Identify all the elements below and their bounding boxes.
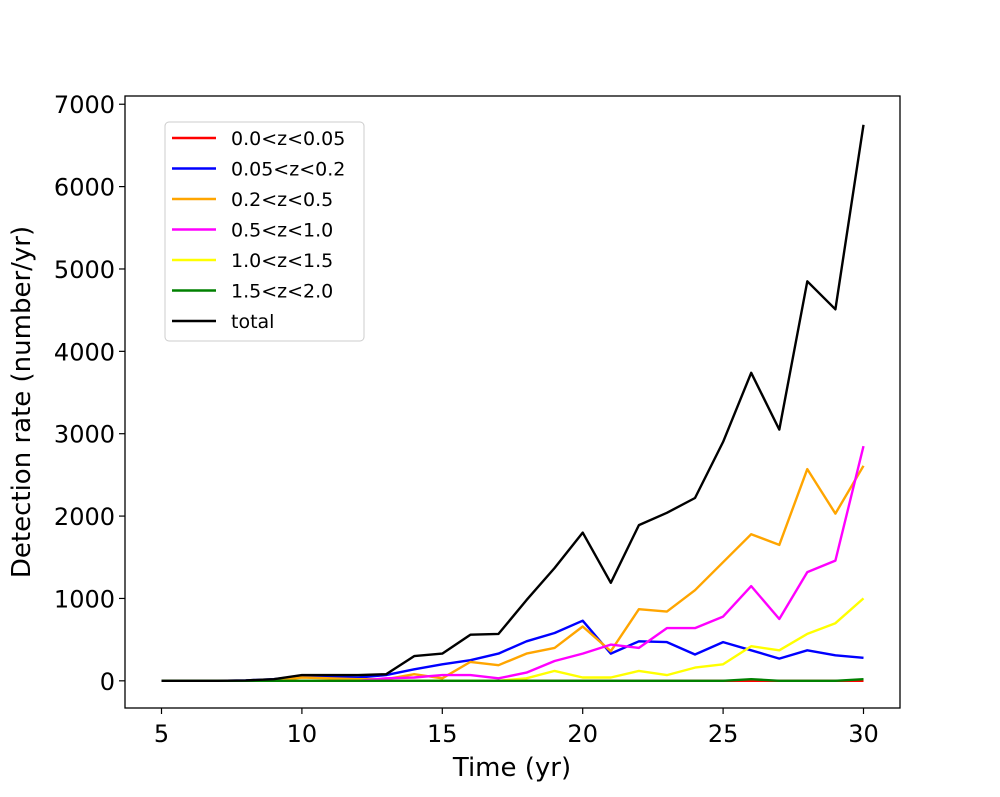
x-tick-label: 20: [567, 720, 598, 748]
legend-label: 0.0<z<0.05: [231, 128, 345, 150]
series-line-3: [161, 445, 865, 682]
series-line-5: [161, 678, 864, 682]
legend-box: [164, 121, 365, 342]
x-axis-label: Time (yr): [452, 753, 571, 783]
y-tick-label: 2000: [54, 503, 115, 531]
series-layer: [161, 124, 865, 682]
legend: 0.0<z<0.05 0.05<z<0.2 0.2<z<0.5 0.5<z<1.0 1.…: [164, 121, 365, 342]
y-tick-label: 4000: [54, 338, 115, 366]
x-tick-label: 30: [848, 720, 879, 748]
series-line-1: [161, 619, 864, 682]
plot-frame: [124, 95, 901, 709]
y-tick-label: 7000: [54, 91, 115, 119]
x-tick-label: 15: [427, 720, 458, 748]
y-tick-label: 0: [100, 668, 115, 696]
legend-label: 0.05<z<0.2: [231, 159, 345, 181]
x-axis: 5 10 15 20 25 30: [154, 708, 879, 748]
y-axis: 0 1000 2000 3000 4000 5000 6000 7000: [54, 91, 125, 696]
y-tick-label: 3000: [54, 421, 115, 449]
x-tick-label: 5: [154, 720, 169, 748]
legend-label: total: [231, 311, 274, 333]
legend-label: 1.0<z<1.5: [231, 250, 333, 272]
y-tick-label: 6000: [54, 174, 115, 202]
series-line-6: [161, 124, 865, 682]
series-line-4: [161, 597, 865, 682]
y-axis-label: Detection rate (number/yr): [7, 226, 37, 578]
legend-label: 0.2<z<0.5: [231, 189, 333, 211]
y-tick-label: 1000: [54, 585, 115, 613]
legend-label: 1.5<z<2.0: [231, 281, 333, 303]
legend-label: 0.5<z<1.0: [231, 220, 333, 242]
x-tick-label: 25: [708, 720, 739, 748]
y-tick-label: 5000: [54, 256, 115, 284]
x-tick-label: 10: [287, 720, 318, 748]
